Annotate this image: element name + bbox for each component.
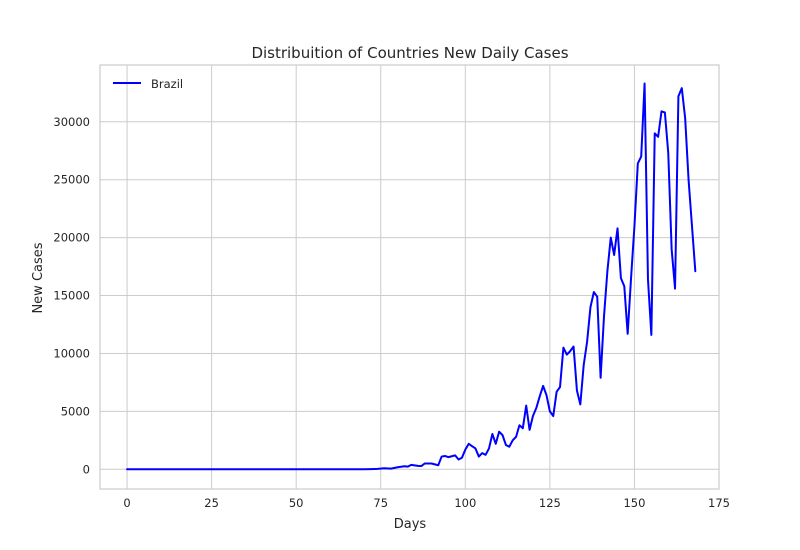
plot-background	[100, 65, 719, 489]
x-tick-label: 25	[204, 496, 219, 510]
legend: Brazil	[113, 77, 183, 91]
y-tick-label: 5000	[61, 404, 90, 418]
y-tick-label: 15000	[53, 289, 90, 303]
plot-frame	[99, 64, 720, 490]
x-tick-label: 175	[708, 496, 730, 510]
legend-label-brazil: Brazil	[151, 77, 183, 91]
series-layer	[126, 82, 697, 471]
x-tick-label: 75	[373, 496, 388, 510]
x-axis-label: Days	[394, 517, 427, 532]
y-axis-label: New Cases	[31, 242, 46, 313]
y-tick-label: 25000	[53, 173, 90, 187]
series-line-brazil	[126, 82, 697, 471]
x-tick-label: 50	[289, 496, 304, 510]
x-tick-label: 150	[623, 496, 645, 510]
y-tick-labels: 0 5000 10000 15000 20000 25000 30000	[53, 115, 90, 477]
y-tick-label: 20000	[53, 231, 90, 245]
x-tick-label: 100	[454, 496, 476, 510]
y-tick-label: 30000	[53, 115, 90, 129]
x-tick-labels: 0 25 50 75 100 125 150 175	[123, 496, 730, 510]
chart-title: Distribuition of Countries New Daily Cas…	[251, 44, 568, 62]
y-tick-label: 10000	[53, 346, 90, 360]
x-tick-label: 0	[123, 496, 130, 510]
y-tick-label: 0	[83, 462, 90, 476]
x-tick-label: 125	[539, 496, 561, 510]
